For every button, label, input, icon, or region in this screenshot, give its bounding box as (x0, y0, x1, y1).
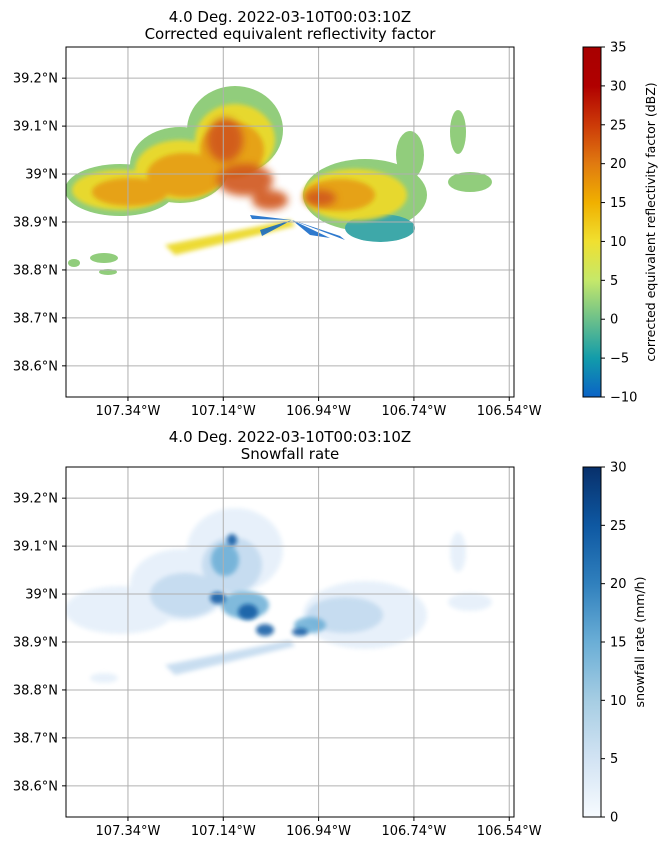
colorbar-tick-label: 30 (610, 79, 627, 94)
x-tick-label: 106.54°W (477, 824, 542, 839)
y-tick-label: 38.7°N (13, 731, 58, 746)
x-tick-label: 107.34°W (96, 824, 161, 839)
colorbar-tick-label: 30 (610, 461, 627, 476)
snowfall-colorbar-label: snowfall rate (mm/h) (632, 577, 647, 708)
reflectivity-x-ticks: 107.34°W 107.14°W 106.94°W 106.74°W 106.54°W (96, 397, 542, 419)
colorbar-tick-label: 25 (610, 519, 627, 534)
y-tick-label: 39°N (25, 168, 58, 183)
snowfall-colorbar-ticks: 0 5 10 15 20 25 30 (601, 461, 627, 826)
colorbar-tick-label: 15 (610, 636, 627, 651)
reflectivity-colorbar-ramp (582, 46, 602, 398)
x-tick-label: 106.74°W (381, 404, 446, 419)
y-tick-label: 39.1°N (13, 540, 58, 555)
snowfall-title: 4.0 Deg. 2022-03-10T00:03:10Z (169, 428, 411, 446)
snowfall-colorbar: 0 5 10 15 20 25 30 snowfall rate (mm/h) (582, 461, 647, 826)
reflectivity-colorbar: −10 −5 0 5 10 15 20 25 30 35 corrected equivalent… (582, 41, 658, 406)
colorbar-tick-label: 35 (610, 41, 627, 56)
colorbar-tick-label: 10 (610, 235, 627, 250)
colorbar-tick-label: −10 (610, 391, 637, 406)
colorbar-tick-label: 25 (610, 118, 627, 133)
colorbar-tick-label: −5 (610, 352, 629, 367)
colorbar-tick-label: 20 (610, 157, 627, 172)
x-tick-label: 107.14°W (191, 404, 256, 419)
x-tick-label: 107.14°W (191, 824, 256, 839)
y-tick-label: 38.6°N (13, 359, 58, 374)
x-tick-label: 106.54°W (477, 404, 542, 419)
reflectivity-panel: 4.0 Deg. 2022-03-10T00:03:10Z Corrected … (13, 8, 542, 419)
y-tick-label: 38.9°N (13, 216, 58, 231)
snowfall-y-ticks: 38.6°N 38.7°N 38.8°N 38.9°N 39°N 39.1°N 39.2°N (13, 492, 66, 794)
colorbar-tick-label: 15 (610, 196, 627, 211)
y-tick-label: 39.1°N (13, 120, 58, 135)
colorbar-tick-label: 5 (610, 274, 618, 289)
reflectivity-title: 4.0 Deg. 2022-03-10T00:03:10Z (169, 8, 411, 26)
colorbar-tick-label: 20 (610, 577, 627, 592)
colorbar-tick-label: 0 (610, 313, 618, 328)
snowfall-x-ticks: 107.34°W 107.14°W 106.94°W 106.74°W 106.54°W (96, 817, 542, 839)
y-tick-label: 38.6°N (13, 779, 58, 794)
y-tick-label: 39°N (25, 588, 58, 603)
x-tick-label: 106.74°W (381, 824, 446, 839)
reflectivity-echo-field (66, 86, 492, 275)
y-tick-label: 38.8°N (13, 683, 58, 698)
reflectivity-y-ticks: 38.6°N 38.7°N 38.8°N 38.9°N 39°N 39.1°N 39.2°N (13, 72, 66, 374)
reflectivity-colorbar-ticks: −10 −5 0 5 10 15 20 25 30 35 (601, 41, 637, 406)
y-tick-label: 39.2°N (13, 492, 58, 507)
x-tick-label: 106.94°W (286, 824, 351, 839)
snowfall-echo-field (66, 508, 492, 683)
colorbar-tick-label: 10 (610, 694, 627, 709)
snowfall-colorbar-ramp (582, 466, 602, 818)
y-tick-label: 38.8°N (13, 263, 58, 278)
snowfall-panel: 4.0 Deg. 2022-03-10T00:03:10Z Snowfall r… (13, 428, 542, 839)
y-tick-label: 39.2°N (13, 72, 58, 87)
snowfall-subtitle: Snowfall rate (241, 445, 340, 463)
reflectivity-subtitle: Corrected equivalent reflectivity factor (145, 25, 437, 43)
x-tick-label: 107.34°W (96, 404, 161, 419)
x-tick-label: 106.94°W (286, 404, 351, 419)
y-tick-label: 38.7°N (13, 311, 58, 326)
colorbar-tick-label: 0 (610, 811, 618, 826)
reflectivity-gridlines (66, 47, 514, 397)
snowfall-gridlines (66, 467, 514, 817)
colorbar-tick-label: 5 (610, 752, 618, 767)
y-tick-label: 38.9°N (13, 636, 58, 651)
reflectivity-colorbar-label: corrected equivalent reflectivity factor… (643, 82, 658, 361)
